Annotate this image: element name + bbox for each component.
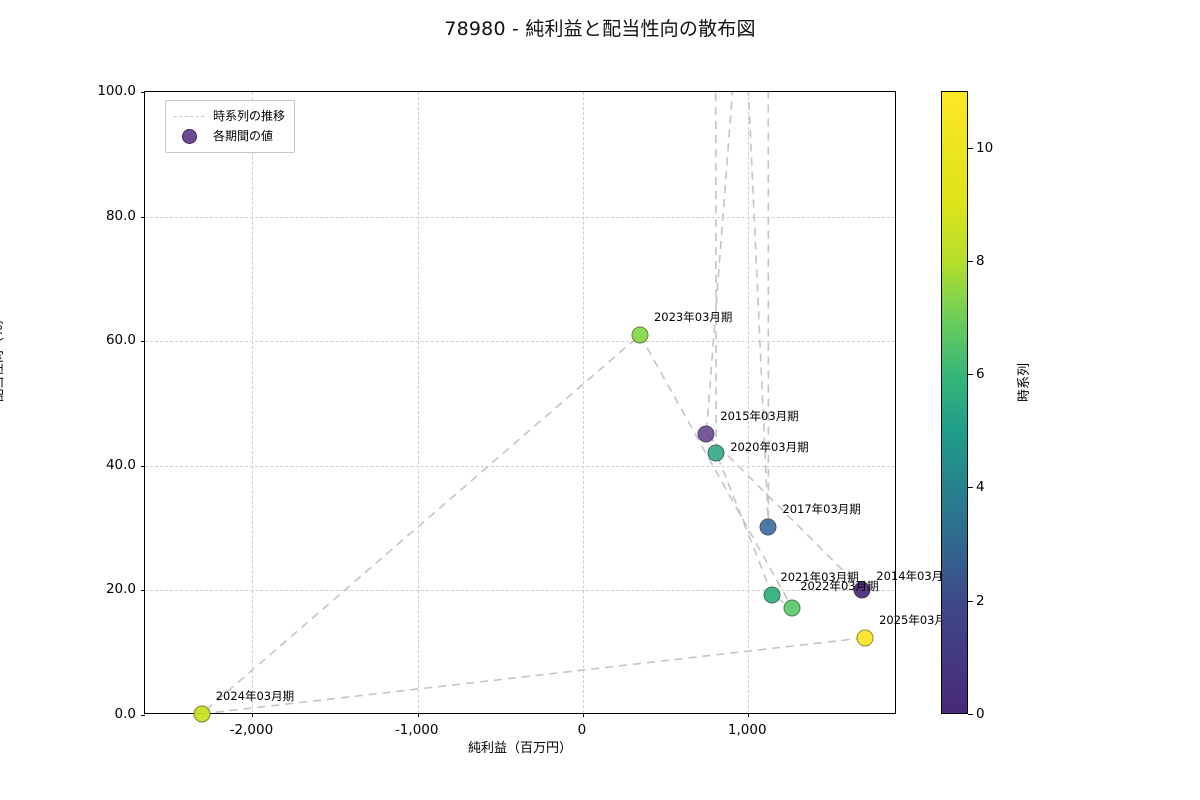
colorbar-tick-mark (968, 487, 973, 489)
gridline-horizontal (145, 216, 895, 218)
gridline-vertical (252, 92, 254, 713)
y-axis-title: 配当性向（%） (0, 311, 6, 402)
y-tick-label: 20.0 (105, 581, 136, 598)
x-tick-label: -2,000 (229, 722, 274, 738)
chart-title: 78980 - 純利益と配当性向の散布図 (444, 18, 756, 40)
legend-label-marker: 各期間の値 (213, 129, 274, 143)
y-tick-mark (141, 92, 145, 93)
colorbar-tick-mark (968, 374, 973, 376)
y-tick-label: 60.0 (105, 332, 136, 349)
gridline-vertical (582, 92, 584, 713)
data-point-label: 2023年03月期 (653, 309, 733, 324)
y-tick-label: 100.0 (97, 83, 136, 99)
colorbar-tick-label: 4 (976, 479, 985, 496)
colorbar-tick-label: 8 (976, 252, 985, 269)
y-tick-mark (141, 341, 145, 343)
data-point[interactable] (697, 425, 715, 443)
data-point[interactable] (856, 629, 874, 647)
y-tick-mark (141, 465, 145, 467)
colorbar-tick-mark (968, 714, 973, 715)
data-point-label: 2021年03月期 (780, 570, 859, 585)
timeseries-path (200, 92, 866, 715)
x-tick-label: 1,000 (727, 722, 767, 738)
circle-marker-icon (182, 128, 197, 144)
y-tick-label: 0.0 (114, 706, 136, 722)
y-tick-label: 80.0 (105, 207, 136, 224)
data-point[interactable] (707, 444, 725, 462)
gridline-vertical (417, 92, 419, 713)
data-point[interactable] (193, 705, 211, 723)
data-point[interactable] (759, 518, 777, 536)
x-tick-label: -1,000 (394, 722, 439, 738)
data-point-label: 2015年03月期 (720, 409, 799, 424)
colorbar-tick-label: 2 (976, 592, 985, 609)
data-point[interactable] (853, 581, 871, 599)
x-tick-mark (748, 713, 750, 717)
legend-item-marker: 各期間の値 (174, 126, 285, 146)
y-tick-mark (141, 590, 145, 592)
colorbar (941, 91, 968, 714)
gridline-horizontal (145, 465, 895, 467)
x-axis-title: 純利益（百万円） (467, 741, 572, 756)
x-tick-mark (582, 713, 584, 717)
plot-area: 2014年03月期 2015年03月期 2017年03月期 2020年03月期 2021… (141, 91, 958, 723)
gridline-horizontal (145, 341, 895, 343)
data-point-label: 2024年03月期 (215, 688, 295, 703)
colorbar-tick-mark (968, 260, 973, 262)
gridline-horizontal (145, 590, 895, 592)
y-tick-mark (141, 216, 145, 218)
data-point-label: 2020年03月期 (730, 439, 809, 454)
y-tick-mark (141, 715, 145, 716)
data-point-label: 2014年03月期 (876, 568, 955, 583)
colorbar-tick-label: 10 (976, 139, 994, 156)
x-tick-label: 0 (577, 722, 587, 738)
colorbar-title: 時系列 (1017, 362, 1032, 402)
data-point-label: 2017年03月期 (782, 501, 861, 516)
legend: 時系列の推移 各期間の値 (165, 100, 296, 153)
legend-item-line: 時系列の推移 (174, 106, 285, 126)
x-tick-mark (252, 713, 254, 717)
colorbar-tick-label: 0 (976, 706, 985, 722)
x-tick-mark (417, 713, 419, 717)
legend-label-line: 時系列の推移 (213, 109, 286, 123)
data-point-label: 2025年03月期 (879, 612, 958, 627)
data-point[interactable] (763, 586, 781, 604)
data-point[interactable] (631, 326, 649, 344)
gridline-vertical (748, 92, 750, 713)
colorbar-tick-mark (968, 147, 973, 149)
data-point[interactable] (783, 599, 801, 617)
colorbar-tick-mark (968, 600, 973, 602)
y-tick-label: 40.0 (105, 456, 136, 473)
dashed-line-icon (174, 115, 204, 117)
colorbar-tick-label: 6 (976, 366, 985, 383)
data-point-label: 2022年03月期 (800, 578, 879, 593)
